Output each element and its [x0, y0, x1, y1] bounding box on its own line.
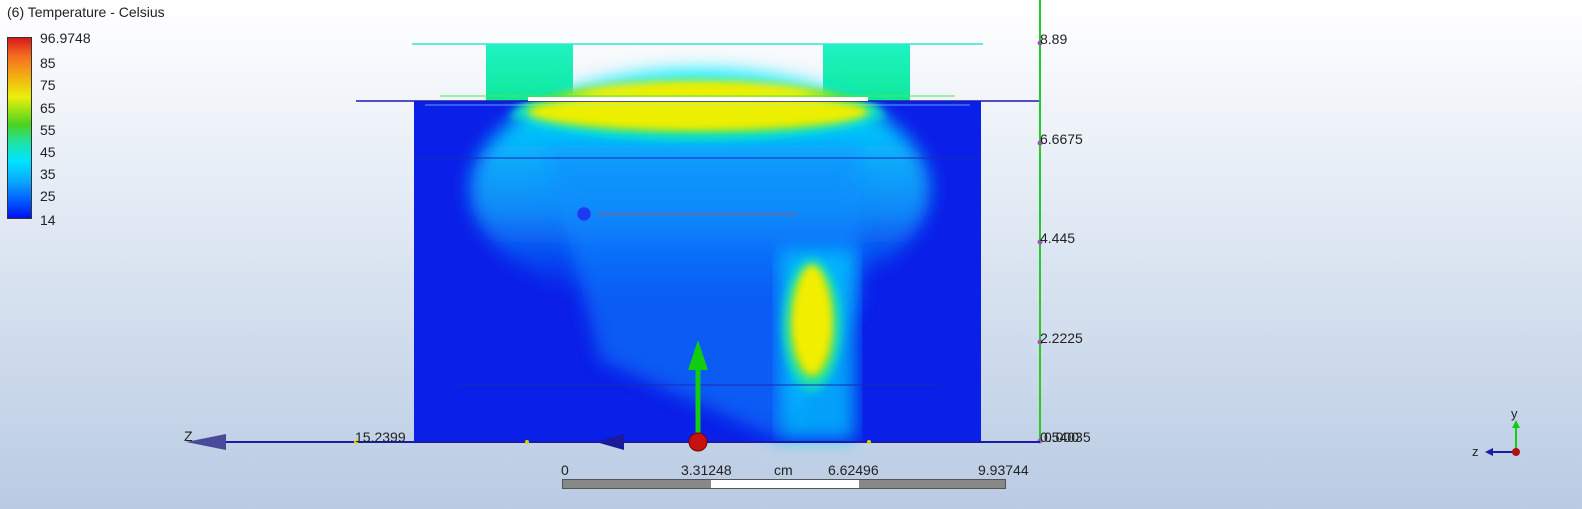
- legend-label-85: 85: [40, 55, 56, 71]
- hot-plate: [528, 97, 868, 101]
- y-tick-label: 8.89: [1040, 31, 1068, 47]
- scale-unit-label: cm: [774, 462, 793, 478]
- y-tick-label-overlap: 0.000: [1044, 429, 1080, 445]
- triad-y-label: y: [1511, 406, 1518, 421]
- y-tick-label: 4.445: [1040, 230, 1076, 246]
- y-tick-marker: [1037, 40, 1043, 46]
- legend-label-65: 65: [40, 100, 56, 116]
- scale-segment: [859, 480, 1005, 488]
- orientation-triad[interactable]: [1485, 420, 1520, 456]
- y-tick-marker: [1037, 140, 1043, 146]
- y-tick-label-overlap: 0.54035: [1040, 429, 1091, 445]
- legend-label-55: 55: [40, 122, 56, 138]
- scale-tick-label: 3.31248: [681, 462, 732, 478]
- triad-z-label: z: [1472, 444, 1479, 459]
- legend-label-75: 75: [40, 77, 56, 93]
- direction-arrow-icon: [596, 434, 624, 450]
- scale-tick-label: 9.93744: [978, 462, 1029, 478]
- color-scale-bar: [7, 37, 32, 219]
- legend-label-35: 35: [40, 166, 56, 182]
- scale-segment: [563, 480, 711, 488]
- legend-max-label: 96.9748: [40, 30, 91, 46]
- scale-tick-label: 0: [561, 462, 569, 478]
- z-tick-label: 15.2399: [355, 429, 406, 445]
- probe-point[interactable]: [576, 206, 592, 222]
- z-tick-marker: [525, 440, 529, 444]
- scale-tick-label: 6.62496: [828, 462, 879, 478]
- y-tick-label: 6.6675: [1040, 131, 1083, 147]
- origin-sphere[interactable]: [688, 432, 708, 452]
- z-tick-marker: [867, 440, 871, 444]
- y-tick-marker: [1037, 339, 1043, 345]
- legend-label-25: 25: [40, 188, 56, 204]
- top-left-block: [486, 44, 573, 102]
- legend-label-45: 45: [40, 144, 56, 160]
- y-tick-marker: [1037, 239, 1043, 245]
- scale-bar: [562, 479, 1006, 489]
- origin-y-arrow-head-icon: [688, 340, 708, 370]
- y-tick-label: 2.2225: [1040, 330, 1083, 346]
- z-tick-marker: [354, 440, 358, 444]
- z-axis-label: Z: [184, 428, 193, 444]
- scale-segment: [711, 480, 859, 488]
- legend-title: (6) Temperature - Celsius: [7, 4, 165, 20]
- legend-min-label: 14: [40, 212, 56, 228]
- z-axis-arrow-icon: [186, 434, 226, 450]
- top-right-block: [823, 44, 910, 102]
